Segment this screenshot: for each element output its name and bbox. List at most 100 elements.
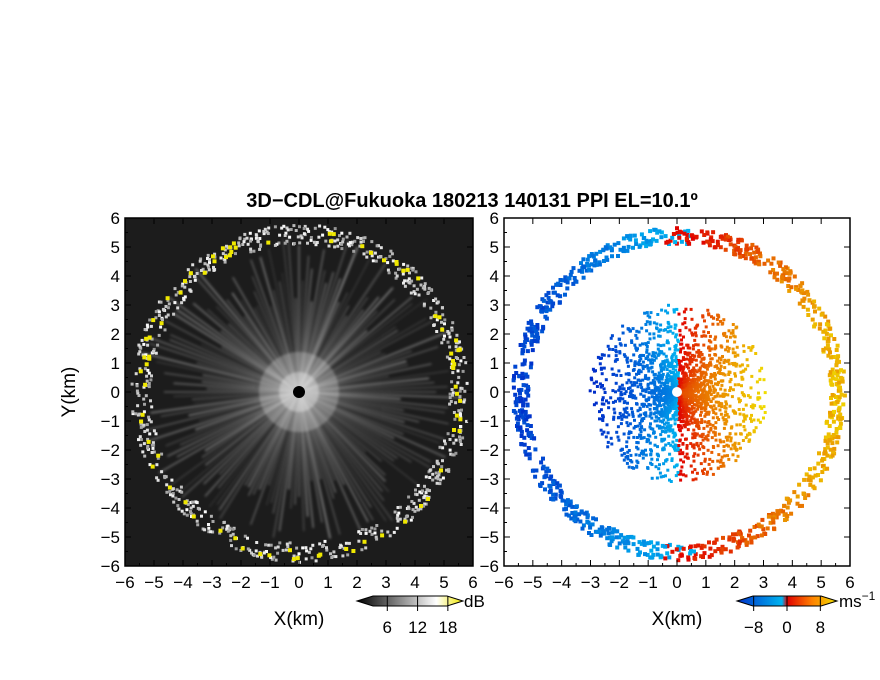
velocity-pixel (689, 411, 693, 415)
velocity-edge-pixel (760, 517, 765, 522)
velocity-edge-pixel (687, 241, 692, 246)
velocity-edge-pixel (515, 421, 520, 426)
velocity-edge-pixel (834, 377, 839, 382)
velocity-pixel (685, 357, 689, 361)
reflectivity-strong-echo (267, 553, 272, 558)
velocity-pixel (699, 403, 703, 407)
velocity-edge-pixel (633, 238, 638, 243)
velocity-pixel (650, 358, 654, 362)
velocity-pixel (652, 396, 656, 399)
velocity-pixel (692, 459, 696, 463)
velocity-pixel (680, 383, 684, 387)
velocity-pixel (719, 464, 723, 468)
reflectivity-strong-echo (229, 250, 234, 254)
velocity-pixel (718, 370, 722, 373)
velocity-pixel (738, 364, 742, 368)
velocity-edge-pixel (839, 392, 844, 397)
velocity-pixel (716, 383, 720, 387)
velocity-pixel (614, 390, 617, 394)
velocity-pixel (622, 458, 626, 462)
velocity-pixel (716, 444, 720, 448)
velocity-pixel (705, 437, 709, 441)
velocity-pixel (661, 360, 665, 364)
reflectivity-edge-speckle (423, 502, 427, 506)
reflectivity-edge-speckle (407, 507, 411, 511)
velocity-pixel (702, 406, 706, 410)
velocity-pixel (706, 448, 710, 452)
velocity-colorbar-unit: ms−1 (839, 589, 876, 611)
velocity-pixel (666, 311, 670, 315)
velocity-edge-pixel (518, 408, 522, 413)
velocity-pixel (646, 433, 650, 437)
velocity-pixel (750, 374, 754, 378)
reflectivity-edge-speckle (207, 526, 211, 530)
velocity-edge-pixel (702, 544, 707, 549)
velocity-pixel (614, 399, 617, 403)
velocity-edge-pixel (585, 263, 590, 268)
reflectivity-edge-speckle (159, 300, 163, 304)
velocity-pixel (677, 472, 681, 476)
velocity-pixel (662, 392, 666, 395)
velocity-edge-pixel (727, 537, 732, 542)
velocity-pixel (673, 401, 677, 405)
velocity-pixel (728, 370, 732, 374)
velocity-pixel (670, 371, 673, 375)
velocity-edge-pixel (782, 512, 787, 517)
velocity-pixel (644, 388, 648, 392)
velocity-edge-pixel (675, 230, 680, 235)
reflectivity-edge-speckle (428, 468, 432, 472)
velocity-pixel (688, 387, 692, 391)
reflectivity-edge-speckle (424, 491, 428, 494)
velocity-pixel (652, 332, 656, 336)
reflectivity-edge-speckle (401, 272, 405, 276)
velocity-ytick-label: 0 (490, 383, 499, 402)
velocity-edge-pixel (748, 528, 753, 533)
velocity-pixel (666, 390, 670, 394)
velocity-pixel (683, 392, 687, 396)
velocity-pixel (733, 354, 737, 358)
velocity-pixel (677, 359, 681, 362)
velocity-edge-pixel (611, 527, 616, 532)
velocity-edge-pixel (526, 385, 530, 389)
velocity-pixel (650, 457, 654, 461)
reflectivity-edge-speckle (246, 547, 250, 551)
reflectivity-strong-echo (329, 239, 334, 244)
reflectivity-edge-speckle (250, 551, 253, 555)
velocity-pixel (731, 409, 735, 413)
velocity-edge-pixel (840, 379, 845, 384)
velocity-pixel (702, 393, 706, 397)
velocity-pixel (722, 418, 726, 422)
reflectivity-edge-speckle (223, 258, 227, 262)
velocity-pixel (681, 406, 685, 410)
velocity-pixel (628, 422, 632, 426)
velocity-pixel (670, 459, 674, 462)
velocity-edge-pixel (581, 257, 586, 262)
velocity-pixel (740, 363, 744, 367)
velocity-pixel (677, 385, 681, 389)
velocity-pixel (626, 364, 630, 368)
velocity-pixel (641, 364, 645, 368)
velocity-pixel (725, 345, 729, 349)
velocity-pixel (681, 381, 685, 385)
reflectivity-edge-speckle (200, 514, 203, 518)
velocity-pixel (706, 382, 710, 386)
velocity-edge-pixel (545, 300, 550, 305)
velocity-edge-pixel (723, 547, 728, 552)
velocity-edge-pixel (528, 326, 533, 331)
reflectivity-edge-speckle (441, 446, 445, 450)
velocity-edge-pixel (604, 246, 609, 251)
reflectivity-edge-speckle (142, 385, 146, 389)
reflectivity-edge-speckle (346, 553, 350, 557)
velocity-pixel (734, 459, 738, 463)
velocity-pixel (635, 459, 639, 463)
velocity-edge-pixel (838, 385, 842, 390)
velocity-x-axis-label: X(km) (652, 609, 703, 630)
velocity-pixel (703, 319, 706, 323)
reflectivity-edge-speckle (262, 229, 266, 233)
velocity-pixel (602, 430, 606, 434)
reflectivity-edge-speckle (436, 300, 440, 304)
velocity-pixel (644, 453, 648, 457)
velocity-edge-pixel (601, 248, 606, 253)
velocity-pixel (641, 367, 645, 371)
reflectivity-strong-echo (202, 270, 207, 275)
